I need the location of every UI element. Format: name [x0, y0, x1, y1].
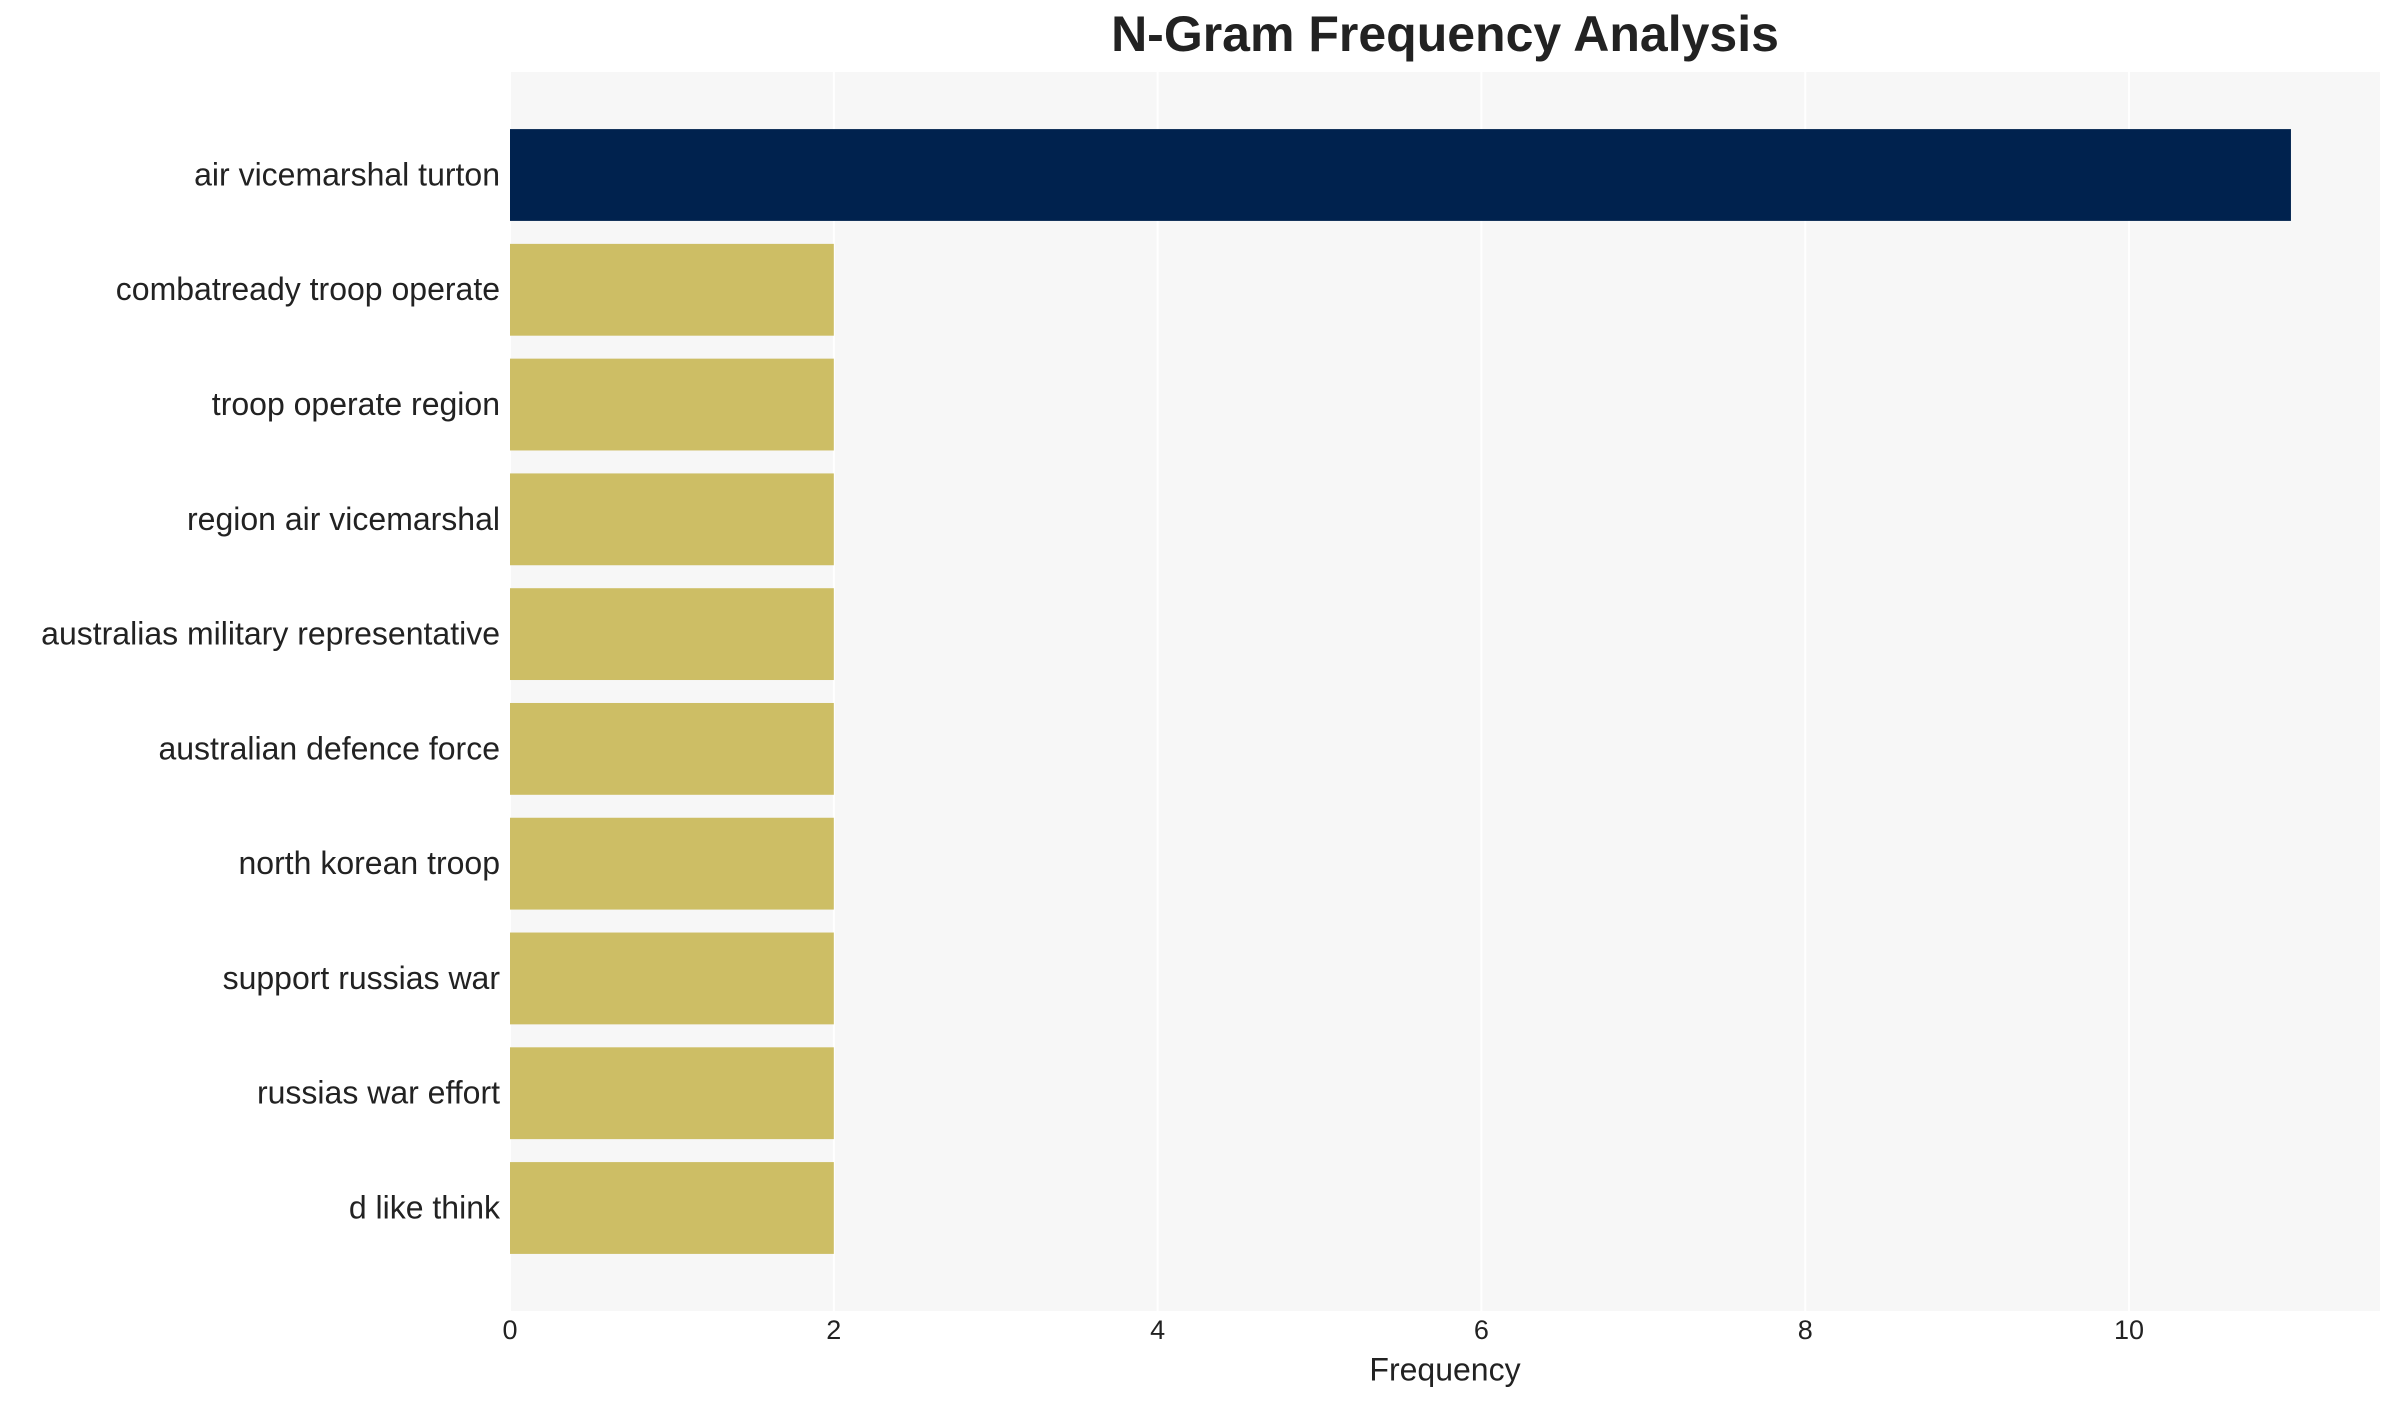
bar: [510, 129, 2291, 221]
bar: [510, 473, 834, 566]
chart-title: N-Gram Frequency Analysis: [1111, 6, 1779, 62]
x-tick-label: 0: [502, 1315, 517, 1345]
y-tick-label: australian defence force: [158, 730, 500, 766]
x-tick-label: 8: [1798, 1315, 1813, 1345]
x-axis-label: Frequency: [1369, 1351, 1520, 1387]
y-tick-label: combatready troop operate: [116, 271, 500, 307]
y-tick-label: region air vicemarshal: [187, 501, 500, 537]
bar: [510, 243, 834, 336]
x-tick-label: 6: [1474, 1315, 1489, 1345]
bar: [510, 932, 834, 1025]
y-tick-label: north korean troop: [239, 845, 501, 881]
bar: [510, 817, 834, 910]
x-tick-label: 4: [1150, 1315, 1165, 1345]
y-tick-label: d like think: [349, 1189, 501, 1225]
y-tick-label: support russias war: [223, 960, 501, 996]
x-tick-label: 10: [2114, 1315, 2144, 1345]
bar: [510, 588, 834, 681]
bar: [510, 702, 834, 795]
y-tick-label: troop operate region: [212, 386, 500, 422]
y-tick-label: australias military representative: [41, 616, 500, 652]
x-tick-label: 2: [826, 1315, 841, 1345]
y-tick-label: air vicemarshal turton: [194, 156, 500, 192]
bar: [510, 1047, 834, 1140]
y-tick-label: russias war effort: [257, 1075, 500, 1111]
bar: [510, 1162, 834, 1254]
bar: [510, 358, 834, 451]
